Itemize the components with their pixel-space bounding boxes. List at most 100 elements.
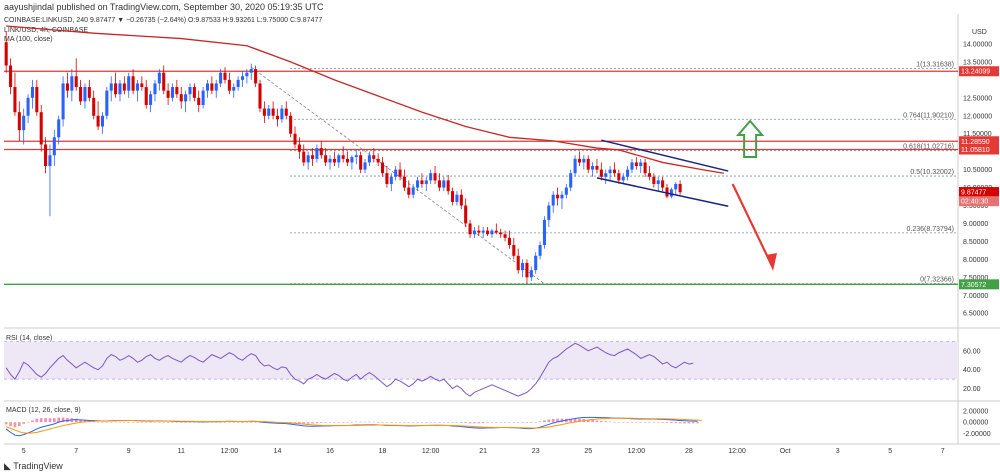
macd-histogram-bar bbox=[385, 422, 389, 423]
candle-body bbox=[17, 112, 21, 131]
macd-histogram-bar bbox=[648, 422, 651, 423]
candle-body bbox=[551, 194, 555, 206]
price-tick-label: 11.50000 bbox=[963, 131, 992, 138]
time-tick-label: 7 bbox=[74, 448, 78, 455]
candle-body bbox=[271, 108, 275, 116]
candle-body bbox=[661, 180, 665, 188]
fib-level-label: 0.618(11.02716) bbox=[903, 144, 954, 151]
macd-histogram-bar bbox=[635, 422, 638, 423]
candle-body bbox=[310, 155, 315, 159]
candle-body bbox=[639, 162, 643, 167]
candle-body bbox=[529, 270, 533, 278]
macd-histogram-bar bbox=[398, 422, 402, 423]
candle-body bbox=[621, 176, 625, 181]
macd-histogram-bar bbox=[407, 422, 411, 423]
candle-body bbox=[258, 83, 262, 109]
red-down-arrow-icon bbox=[766, 253, 778, 271]
time-axis[interactable]: 5 7 9 11 12:00 14 16 18 12:00 21 23 25 12:00 28 12:00 O… bbox=[22, 448, 945, 455]
rsi-line bbox=[5, 342, 694, 397]
candle-body bbox=[35, 87, 39, 113]
macd-histogram-bar bbox=[179, 422, 183, 423]
candle-body bbox=[521, 262, 525, 271]
candle-body bbox=[569, 173, 573, 188]
macd-pane[interactable]: 2.00000 0.00000 -2.00000 MACD (12, 26, clos… bbox=[4, 407, 991, 438]
candle-body bbox=[267, 108, 271, 116]
macd-histogram-bar bbox=[613, 421, 616, 423]
candle-body bbox=[184, 94, 188, 102]
macd-histogram-bar bbox=[656, 422, 660, 423]
candle-body bbox=[577, 158, 581, 163]
candle-body bbox=[416, 180, 420, 188]
rsi-band bbox=[4, 341, 958, 380]
candle-body bbox=[630, 162, 634, 170]
price-tick-label: 12.50000 bbox=[963, 95, 992, 102]
macd-histogram-bar bbox=[459, 422, 463, 423]
candle-body bbox=[674, 183, 678, 190]
chart-canvas[interactable]: COINBASE:LINKUSD, 240 9.87477 ▼ −0.26735… bbox=[0, 14, 1000, 458]
candle-body bbox=[100, 115, 104, 127]
chart-background bbox=[0, 14, 1000, 458]
bearish-trend-line bbox=[251, 66, 545, 285]
macd-histogram-bar bbox=[420, 422, 424, 423]
macd-histogram-bar bbox=[696, 422, 699, 424]
rsi-pane[interactable]: 60.00 40.00 20.00 RSI (14, close) bbox=[4, 335, 981, 397]
candle-body bbox=[446, 180, 450, 192]
candle-body bbox=[328, 158, 332, 163]
candle-body bbox=[105, 90, 109, 116]
candle-body bbox=[324, 155, 328, 163]
macd-histogram-bar bbox=[341, 422, 345, 423]
macd-histogram-bar bbox=[503, 422, 507, 423]
candle-body bbox=[127, 76, 131, 91]
time-tick-label: 12:00 bbox=[728, 448, 746, 455]
macd-histogram-bar bbox=[486, 422, 489, 423]
resistance-11.06-tag-label: 11.05810 bbox=[961, 147, 990, 154]
candle-body bbox=[499, 232, 503, 235]
currency-label: USD bbox=[972, 29, 987, 36]
candle-body bbox=[175, 87, 179, 95]
macd-histogram-bar bbox=[411, 422, 415, 423]
macd-histogram-bar bbox=[429, 421, 432, 423]
candle-body bbox=[411, 187, 415, 195]
tradingview-brand[interactable]: ◣ TradingView bbox=[4, 461, 63, 472]
macd-histogram-bar bbox=[604, 421, 608, 423]
macd-histogram-bar bbox=[617, 422, 621, 423]
candle-body bbox=[44, 144, 48, 167]
candle-body bbox=[542, 219, 546, 246]
macd-histogram-bar bbox=[92, 421, 96, 423]
candle-body bbox=[114, 83, 118, 95]
macd-histogram-bar bbox=[236, 422, 240, 423]
price-tick-label: 6.50000 bbox=[963, 311, 988, 318]
macd-histogram-bar bbox=[302, 422, 306, 424]
candle-body bbox=[337, 155, 341, 163]
candle-body bbox=[83, 87, 87, 102]
macd-histogram-bar bbox=[101, 422, 104, 423]
macd-histogram-bar bbox=[490, 422, 494, 423]
time-tick-label: 14 bbox=[274, 448, 282, 455]
candle-body bbox=[9, 65, 13, 88]
candle-body bbox=[547, 205, 551, 220]
price-pane[interactable]: 14.00000 13.50000 12.50000 12.00000 11.50000… bbox=[4, 14, 1000, 445]
macd-histogram-bar bbox=[547, 419, 551, 423]
candle-body bbox=[389, 176, 393, 184]
time-tick-label: 12:00 bbox=[221, 448, 239, 455]
candle-body bbox=[604, 173, 608, 177]
macd-histogram-bar bbox=[184, 422, 187, 423]
candle-body bbox=[170, 87, 175, 98]
candle-body bbox=[494, 230, 498, 233]
price-tick-label: 8.00000 bbox=[963, 257, 988, 264]
support-7.31-tag bbox=[959, 279, 999, 290]
macd-histogram-bar bbox=[446, 422, 450, 423]
macd-histogram-bar bbox=[44, 418, 47, 423]
candle-body bbox=[92, 97, 96, 116]
candle-body bbox=[48, 155, 52, 167]
price-tick-label: 10.50000 bbox=[963, 167, 992, 174]
candle-body bbox=[643, 162, 647, 174]
macd-histogram-bar bbox=[140, 422, 144, 423]
macd-histogram-bar bbox=[9, 422, 12, 427]
candle-body bbox=[157, 72, 161, 84]
candle-body bbox=[205, 83, 210, 91]
candle-body bbox=[135, 83, 140, 91]
macd-histogram-bar bbox=[608, 421, 612, 423]
candle-body bbox=[236, 79, 240, 88]
macd-histogram-bar bbox=[556, 418, 559, 423]
